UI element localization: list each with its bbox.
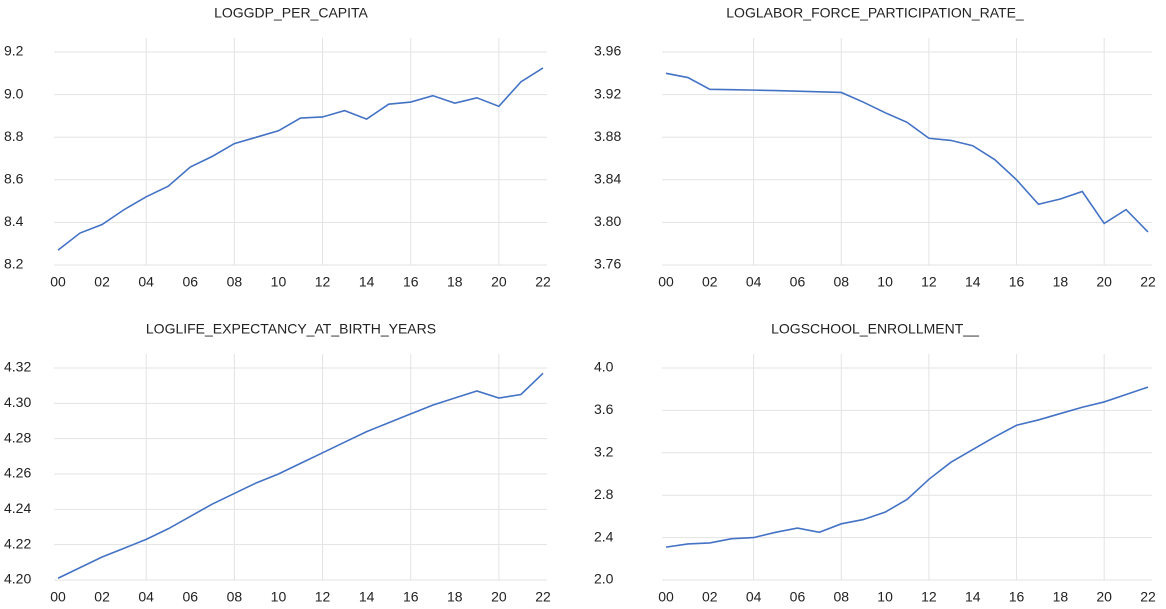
x-tick-label: 04 [746, 589, 762, 605]
x-tick-label: 08 [833, 589, 849, 605]
y-tick-label: 3.2 [594, 444, 614, 460]
x-tick-label: 04 [746, 274, 762, 290]
x-tick-label: 22 [535, 589, 551, 605]
x-tick-label: 04 [138, 274, 154, 290]
y-tick-label: 3.92 [594, 85, 621, 101]
x-tick-label: 06 [182, 589, 198, 605]
y-tick-label: 3.96 [594, 43, 621, 59]
x-tick-label: 12 [315, 589, 331, 605]
chart-title: LOGGDP_PER_CAPITA [214, 5, 368, 21]
y-tick-label: 2.8 [594, 486, 614, 502]
x-tick-label: 16 [403, 274, 419, 290]
x-tick-label: 00 [50, 589, 66, 605]
y-tick-label: 4.32 [4, 359, 31, 375]
x-tick-label: 02 [702, 589, 718, 605]
x-tick-label: 10 [271, 274, 287, 290]
x-tick-label: 00 [658, 274, 674, 290]
x-tick-label: 22 [535, 274, 551, 290]
y-tick-label: 4.26 [4, 465, 31, 481]
x-tick-label: 18 [1053, 589, 1069, 605]
data-line [57, 372, 544, 579]
chart-title: LOGLABOR_FORCE_PARTICIPATION_RATE_ [726, 5, 1024, 21]
x-tick-label: 14 [359, 274, 375, 290]
chart-title: LOGLIFE_EXPECTANCY_AT_BIRTH_YEARS [146, 321, 436, 337]
x-tick-label: 12 [921, 274, 937, 290]
y-tick-label: 2.4 [594, 528, 614, 544]
x-tick-label: 20 [491, 589, 507, 605]
y-tick-label: 9.0 [4, 85, 24, 101]
x-tick-label: 08 [227, 589, 243, 605]
y-tick-label: 3.84 [594, 171, 621, 187]
x-tick-label: 10 [877, 589, 893, 605]
y-tick-label: 2.0 [594, 571, 614, 587]
x-tick-label: 14 [359, 589, 375, 605]
x-tick-label: 04 [138, 589, 154, 605]
y-tick-label: 8.8 [4, 128, 24, 144]
x-tick-label: 06 [790, 589, 806, 605]
x-tick-label: 16 [1009, 589, 1025, 605]
x-tick-label: 06 [790, 274, 806, 290]
x-tick-label: 18 [1053, 274, 1069, 290]
x-tick-label: 12 [315, 274, 331, 290]
y-tick-label: 4.22 [4, 535, 31, 551]
x-tick-label: 16 [403, 589, 419, 605]
x-tick-label: 14 [965, 274, 981, 290]
x-tick-label: 00 [658, 589, 674, 605]
y-tick-label: 8.6 [4, 171, 24, 187]
y-tick-label: 4.30 [4, 394, 31, 410]
x-tick-label: 02 [702, 274, 718, 290]
y-tick-label: 4.20 [4, 571, 31, 587]
x-tick-label: 02 [94, 589, 110, 605]
x-tick-label: 10 [271, 589, 287, 605]
y-tick-label: 3.76 [594, 256, 621, 272]
y-tick-label: 4.0 [594, 359, 614, 375]
x-tick-label: 22 [1140, 589, 1156, 605]
x-tick-label: 00 [50, 274, 66, 290]
x-tick-label: 20 [1096, 274, 1112, 290]
x-tick-label: 20 [1096, 589, 1112, 605]
x-tick-label: 08 [833, 274, 849, 290]
y-tick-label: 3.80 [594, 213, 621, 229]
chart-title: LOGSCHOOL_ENROLLMENT__ [771, 321, 979, 337]
y-tick-label: 9.2 [4, 43, 24, 59]
x-tick-label: 12 [921, 589, 937, 605]
y-tick-label: 3.88 [594, 128, 621, 144]
y-tick-label: 4.28 [4, 429, 31, 445]
y-tick-label: 8.2 [4, 256, 24, 272]
x-tick-label: 22 [1140, 274, 1156, 290]
x-tick-label: 14 [965, 589, 981, 605]
data-line [665, 72, 1149, 233]
x-tick-label: 08 [227, 274, 243, 290]
x-tick-label: 16 [1009, 274, 1025, 290]
y-tick-label: 8.4 [4, 213, 24, 229]
x-tick-label: 10 [877, 274, 893, 290]
x-tick-label: 18 [447, 589, 463, 605]
x-tick-label: 06 [182, 274, 198, 290]
data-line [665, 386, 1149, 548]
x-tick-label: 18 [447, 274, 463, 290]
data-line [57, 67, 544, 251]
y-tick-label: 4.24 [4, 500, 31, 516]
x-tick-label: 20 [491, 274, 507, 290]
x-tick-label: 02 [94, 274, 110, 290]
y-tick-label: 3.6 [594, 401, 614, 417]
